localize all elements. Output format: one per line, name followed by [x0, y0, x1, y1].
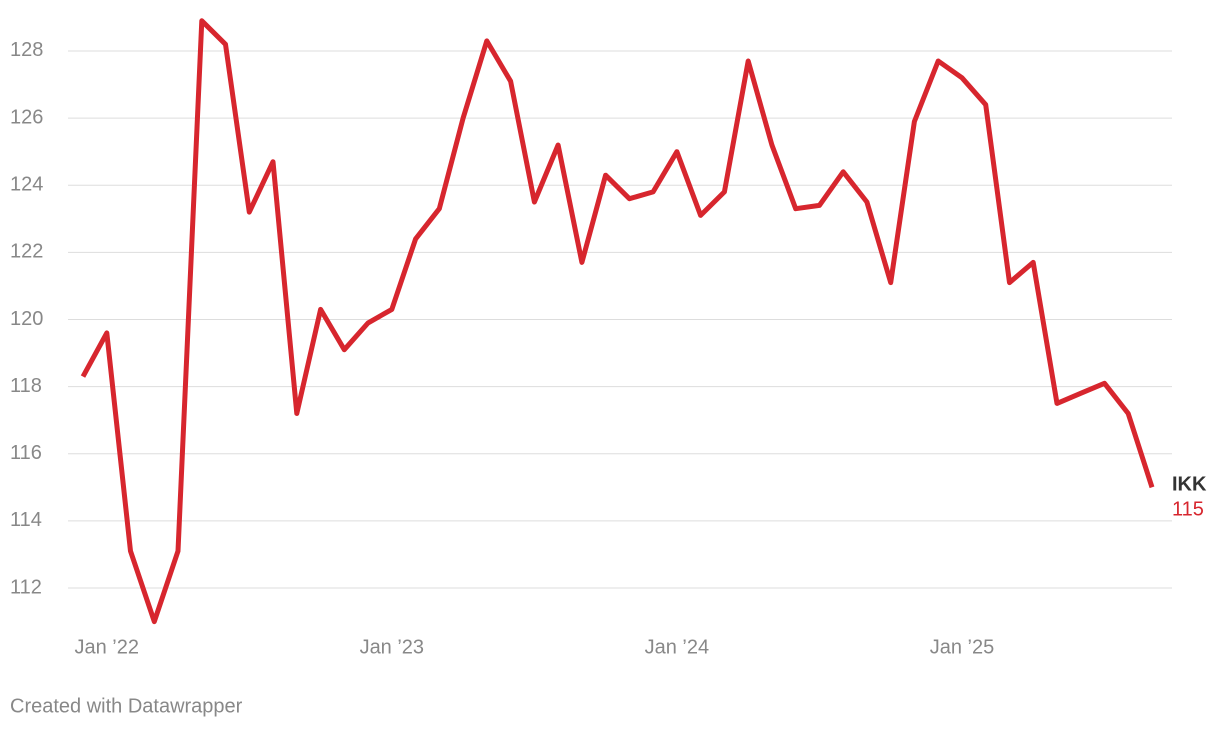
end-value-label: 115	[1172, 499, 1204, 521]
y-tick-label: 112	[10, 576, 42, 598]
x-tick-label: Jan ’22	[75, 636, 140, 658]
y-tick-label: 122	[10, 241, 43, 263]
y-tick-label: 116	[10, 442, 42, 464]
y-tick-label: 120	[10, 308, 43, 330]
x-tick-label: Jan ’23	[360, 636, 425, 658]
y-tick-label: 124	[10, 174, 43, 196]
y-tick-label: 118	[10, 375, 42, 397]
x-tick-label: Jan ’25	[930, 636, 995, 658]
y-tick-label: 128	[10, 39, 43, 61]
y-tick-label: 114	[10, 509, 42, 531]
y-tick-label: 126	[10, 106, 43, 128]
x-tick-label: Jan ’24	[645, 636, 710, 658]
footer-credit: Created with Datawrapper	[10, 695, 243, 717]
data-line	[80, 18, 1155, 625]
series-label: IKK	[1172, 474, 1207, 496]
